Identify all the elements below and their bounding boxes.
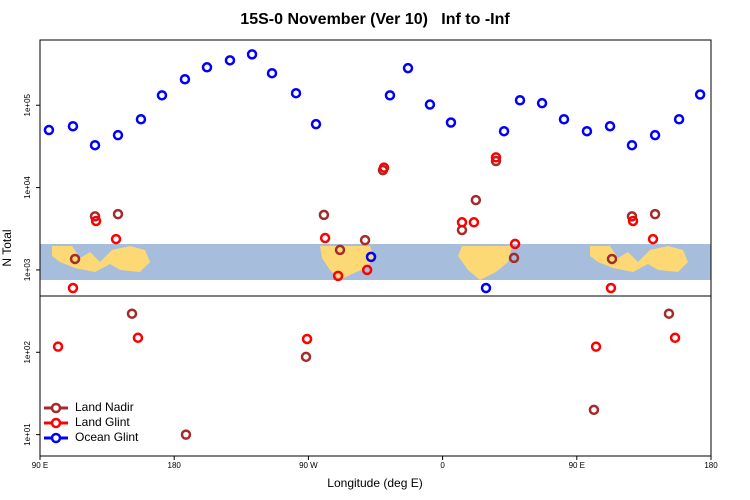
legend-marker — [50, 402, 62, 414]
map-strip — [40, 244, 711, 280]
point — [300, 351, 312, 363]
point — [649, 129, 661, 141]
point — [89, 211, 101, 222]
point — [132, 332, 144, 344]
point — [480, 282, 492, 294]
point — [378, 162, 390, 173]
point — [110, 233, 122, 245]
point — [67, 120, 79, 132]
x-tick-label: 90 W — [299, 461, 318, 470]
point — [606, 253, 618, 265]
point — [112, 129, 124, 141]
point — [180, 429, 192, 440]
point — [224, 55, 236, 66]
plot-frame — [39, 39, 712, 457]
point — [332, 270, 344, 282]
y-axis-label: N Total — [0, 229, 14, 266]
point — [590, 341, 602, 352]
point — [581, 125, 593, 137]
point — [456, 217, 468, 228]
legend-marker — [50, 432, 62, 444]
x-axis-label: Longitude (deg E) — [327, 476, 422, 490]
point — [89, 139, 101, 151]
point — [365, 251, 377, 263]
y-tick-label: 1e+01 — [23, 423, 32, 446]
point — [627, 215, 639, 227]
point — [470, 194, 482, 206]
point — [112, 208, 124, 220]
point — [694, 89, 706, 100]
point — [604, 120, 616, 132]
point — [179, 73, 191, 85]
point — [649, 208, 661, 220]
point — [509, 238, 521, 250]
y-tick-label: 1e+05 — [23, 93, 32, 116]
x-tick-label: 0 — [440, 461, 445, 470]
point — [626, 211, 638, 222]
y-tick-label: 1e+04 — [23, 176, 32, 199]
point — [201, 62, 213, 73]
point — [669, 332, 681, 344]
point — [69, 253, 81, 265]
point — [424, 99, 436, 110]
point — [490, 155, 502, 167]
point — [301, 333, 313, 345]
point — [626, 139, 638, 151]
x-tick-label: 90 E — [569, 461, 585, 470]
point — [67, 282, 79, 294]
point — [310, 118, 322, 130]
point — [508, 252, 520, 264]
point — [156, 90, 168, 101]
point — [490, 152, 502, 163]
point — [52, 341, 64, 352]
point — [266, 67, 278, 79]
point — [558, 114, 570, 125]
point — [673, 114, 685, 125]
point — [384, 90, 396, 101]
y-tick-label: 1e+03 — [23, 258, 32, 281]
y-tick-label: 1e+02 — [23, 340, 32, 363]
legend-marker — [50, 417, 62, 429]
x-tick-label: 180 — [168, 461, 182, 470]
point — [445, 117, 457, 128]
point — [359, 234, 371, 246]
point — [246, 49, 258, 60]
point — [647, 233, 659, 245]
legend-label: Land Glint — [75, 415, 130, 429]
point — [402, 62, 414, 74]
point — [318, 209, 330, 221]
point — [43, 124, 55, 136]
legend-label: Ocean Glint — [75, 430, 139, 444]
point — [588, 404, 600, 416]
point — [90, 215, 102, 227]
point — [126, 308, 138, 319]
point — [498, 125, 510, 137]
point — [290, 87, 302, 99]
x-tick-label: 180 — [704, 461, 718, 470]
point — [361, 264, 373, 276]
point — [135, 114, 147, 125]
point — [468, 217, 480, 228]
legend-label: Land Nadir — [75, 400, 134, 414]
point — [319, 232, 331, 244]
point — [334, 244, 346, 256]
point — [536, 97, 548, 109]
point — [605, 282, 617, 294]
point — [663, 308, 675, 319]
chart-title: 15S-0 November (Ver 10) Inf to -Inf — [240, 11, 510, 28]
x-tick-label: 90 E — [32, 461, 48, 470]
point — [514, 94, 526, 106]
